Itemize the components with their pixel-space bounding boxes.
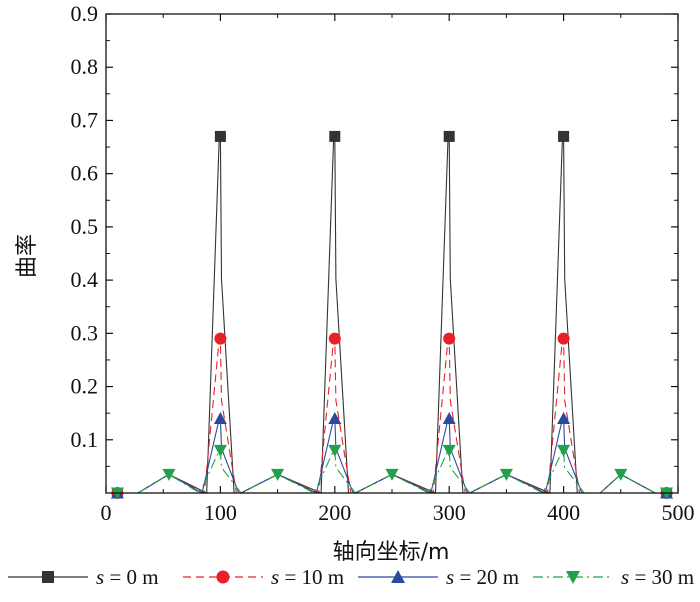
series-line-0 xyxy=(117,135,667,494)
data-point-series-3 xyxy=(614,468,628,481)
axes xyxy=(105,13,679,494)
data-point-series-2 xyxy=(213,411,227,424)
plot-frame xyxy=(105,13,679,494)
y-tick-label: 0.5 xyxy=(71,214,99,239)
legend-marker-0 xyxy=(42,571,54,583)
data-point-series-3 xyxy=(385,468,399,481)
legend-label-3: s = 30 m xyxy=(621,565,694,589)
legend-item-1: s = 10 m xyxy=(183,565,344,589)
data-point-series-3 xyxy=(499,468,513,481)
x-tick-label: 200 xyxy=(318,500,351,525)
data-point-series-0 xyxy=(558,130,570,142)
legend-marker-3 xyxy=(566,571,580,584)
data-point-series-3 xyxy=(328,444,342,457)
y-tick-label: 0.4 xyxy=(71,267,99,292)
legend-label-2: s = 20 m xyxy=(446,565,519,589)
data-point-series-0 xyxy=(329,130,341,142)
y-tick-label: 0.7 xyxy=(71,107,99,132)
data-point-series-1 xyxy=(443,332,456,345)
ticks: 0 100 200 300 400 500 0.1 0.2 0.3 0.4 0.5 0.6 0.7 0.8… xyxy=(71,1,695,525)
legend-value: = 0 m xyxy=(104,565,158,589)
y-tick-label: 0.2 xyxy=(71,374,99,399)
data-point-series-3 xyxy=(442,444,456,457)
series-lines xyxy=(117,135,667,494)
data-point-series-1 xyxy=(557,332,570,345)
series-line-1 xyxy=(117,338,667,494)
data-point-series-1 xyxy=(214,332,227,345)
data-point-series-3 xyxy=(213,444,227,457)
data-point-series-0 xyxy=(214,130,226,142)
series-line-2 xyxy=(117,417,667,494)
x-tick-label: 100 xyxy=(204,500,237,525)
y-tick-label: 0.3 xyxy=(71,320,99,345)
x-axis-title: 轴向坐标/m xyxy=(333,540,450,565)
y-tick-label: 0.6 xyxy=(71,161,99,186)
y-tick-label: 0.8 xyxy=(71,54,99,79)
legend-variable: s xyxy=(271,565,279,589)
x-tick-label: 500 xyxy=(662,500,695,525)
data-point-series-2 xyxy=(442,411,456,424)
data-point-series-2 xyxy=(557,411,571,424)
legend-marker-1 xyxy=(216,570,230,584)
x-tick-label: 300 xyxy=(433,500,466,525)
series-markers xyxy=(110,130,674,500)
x-tick-label: 0 xyxy=(101,500,112,525)
legend-item-0: s = 0 m xyxy=(8,565,159,589)
legend-variable: s xyxy=(446,565,454,589)
data-point-series-3 xyxy=(557,444,571,457)
legend-label-0: s = 0 m xyxy=(96,565,159,589)
legend-value: = 10 m xyxy=(279,565,344,589)
data-point-series-3 xyxy=(271,468,285,481)
legend-variable: s xyxy=(621,565,629,589)
y-tick-label: 0.1 xyxy=(71,427,99,452)
legend-marker-2 xyxy=(391,570,405,583)
y-axis-title: 曲率 xyxy=(15,234,40,278)
legend-value: = 20 m xyxy=(454,565,519,589)
y-tick-label: 0.9 xyxy=(71,1,99,26)
legend-label-1: s = 10 m xyxy=(271,565,344,589)
legend-item-3: s = 30 m xyxy=(533,565,694,589)
data-point-series-1 xyxy=(328,332,341,345)
x-tick-label: 400 xyxy=(547,500,580,525)
legend-item-2: s = 20 m xyxy=(358,565,519,589)
data-point-series-0 xyxy=(443,130,455,142)
legend-variable: s xyxy=(96,565,104,589)
legend-value: = 30 m xyxy=(629,565,694,589)
data-point-series-3 xyxy=(162,468,176,481)
data-point-series-2 xyxy=(328,411,342,424)
